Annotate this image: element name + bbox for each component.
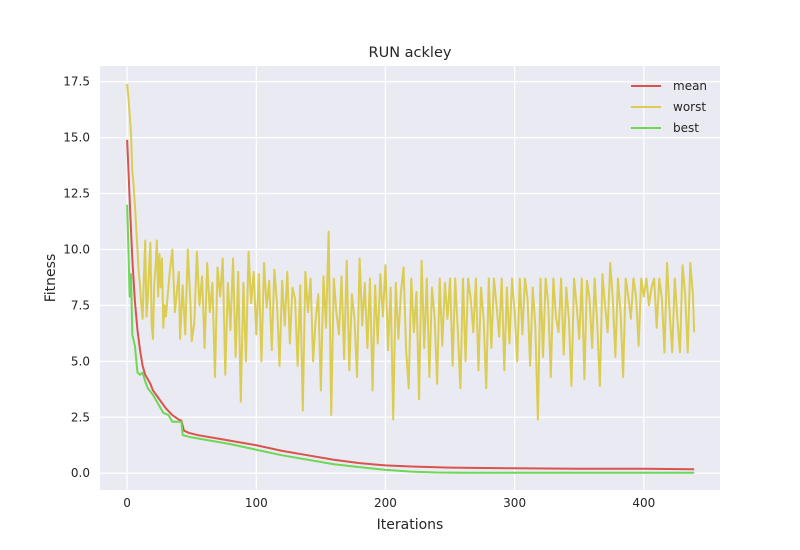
grid xyxy=(100,66,720,490)
x-tick-label: 200 xyxy=(374,496,397,510)
x-axis-label: Iterations xyxy=(377,517,444,533)
y-tick-label: 7.5 xyxy=(71,298,90,312)
y-tick-label: 0.0 xyxy=(71,466,90,480)
legend-label-worst: worst xyxy=(673,100,706,114)
y-tick-label: 12.5 xyxy=(63,187,90,201)
y-tick-label: 2.5 xyxy=(71,410,90,424)
y-tick-label: 15.0 xyxy=(63,131,90,145)
x-tick-label: 100 xyxy=(245,496,268,510)
series-line-mean xyxy=(126,139,695,471)
plot-area xyxy=(100,66,720,490)
legend-label-mean: mean xyxy=(673,79,707,93)
y-axis: 0.0 2.5 5.0 7.5 10.0 12.5 15.0 17.5 xyxy=(63,75,90,481)
chart-title: RUN ackley xyxy=(369,45,452,61)
legend: mean worst best xyxy=(631,79,707,135)
x-tick-label: 300 xyxy=(503,496,526,510)
y-tick-label: 5.0 xyxy=(71,354,90,368)
x-tick-label: 400 xyxy=(632,496,655,510)
y-axis-label: Fitness xyxy=(43,254,59,303)
series-line-best xyxy=(126,204,695,474)
series-line-worst xyxy=(126,83,696,421)
series-lines xyxy=(126,83,696,474)
y-tick-label: 17.5 xyxy=(63,75,90,89)
x-axis: 0 100 200 300 400 xyxy=(123,496,655,510)
x-tick-label: 0 xyxy=(123,496,131,510)
y-tick-label: 10.0 xyxy=(63,242,90,256)
legend-label-best: best xyxy=(673,121,699,135)
